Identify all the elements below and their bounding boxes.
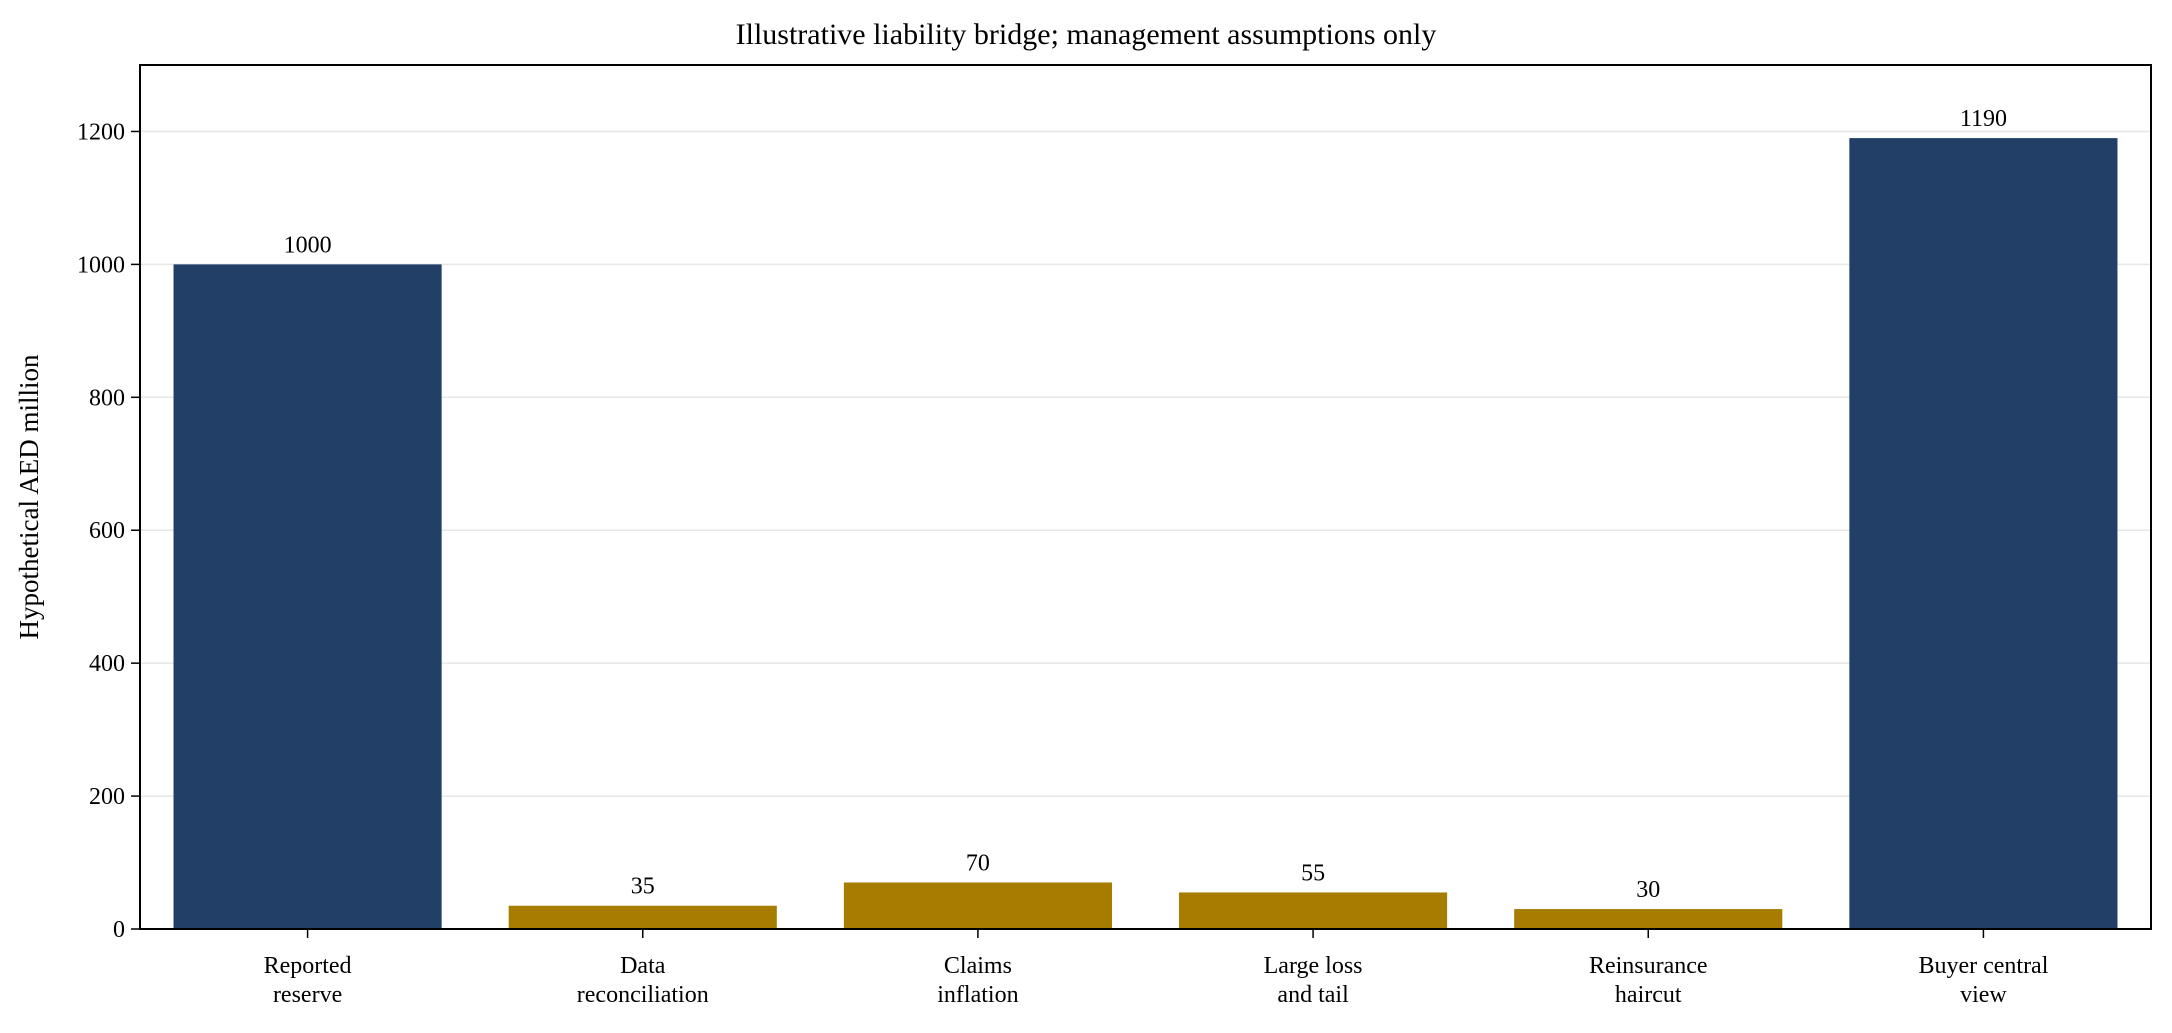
- x-tick-label-line: inflation: [937, 982, 1018, 1008]
- value-label-1: 35: [631, 874, 655, 900]
- x-tick-label-1: Data reconciliation: [577, 953, 709, 1008]
- x-tick-label-line: Data: [620, 953, 666, 979]
- y-tick-label: 800: [89, 385, 125, 411]
- x-tick-label-line: Reinsurance: [1589, 953, 1708, 979]
- x-tick-label-line: reserve: [273, 982, 342, 1008]
- x-tick-label-4: Reinsurance haircut: [1589, 953, 1708, 1008]
- value-label-4: 30: [1636, 877, 1660, 903]
- chart-title: Illustrative liability bridge; managemen…: [736, 18, 1437, 51]
- value-label-3: 55: [1301, 860, 1325, 886]
- bar-2: [843, 882, 1112, 929]
- bar-4: [1514, 909, 1783, 929]
- x-tick-label-0: Reported reserve: [264, 953, 352, 1008]
- y-tick-label: 1200: [77, 119, 125, 145]
- y-tick-label: 600: [89, 518, 125, 544]
- x-tick-label-2: Claims inflation: [937, 953, 1018, 1008]
- bar-3: [1179, 892, 1448, 929]
- value-label-2: 70: [966, 850, 990, 876]
- y-axis-label: Hypothetical AED million: [14, 354, 44, 639]
- bar-1: [508, 905, 777, 929]
- plot-frame: [139, 64, 2152, 930]
- y-tick-label: 400: [89, 651, 125, 677]
- x-tick-label-line: Large loss: [1264, 953, 1363, 979]
- gridlines: [140, 130, 2151, 797]
- value-label-5: 1190: [1960, 106, 2007, 132]
- ticks: 0 200 400 600 800 1000 1200 Reported reserve Data…: [77, 119, 2049, 1008]
- value-labels: 1000 35 70 55 30 1190: [284, 106, 2007, 903]
- x-tick-label-line: haircut: [1615, 982, 1682, 1008]
- x-tick-label-line: and tail: [1277, 982, 1349, 1008]
- y-tick-label: 200: [89, 784, 125, 810]
- x-tick-label-line: reconciliation: [577, 982, 709, 1008]
- x-tick-label-line: Reported: [264, 953, 352, 979]
- axes: [139, 64, 2152, 930]
- x-tick-label-line: Buyer central: [1918, 953, 2048, 979]
- x-tick-label-5: Buyer central view: [1918, 953, 2048, 1008]
- bar-5: [1849, 138, 2118, 930]
- x-tick-label-3: Large loss and tail: [1264, 953, 1363, 1008]
- x-tick-label-line: view: [1960, 982, 2007, 1008]
- y-tick-label: 1000: [77, 252, 125, 278]
- y-tick-label: 0: [113, 917, 125, 943]
- value-label-0: 1000: [284, 232, 332, 258]
- bar-0: [173, 264, 442, 929]
- bars: [173, 138, 2118, 930]
- x-tick-label-line: Claims: [944, 953, 1012, 979]
